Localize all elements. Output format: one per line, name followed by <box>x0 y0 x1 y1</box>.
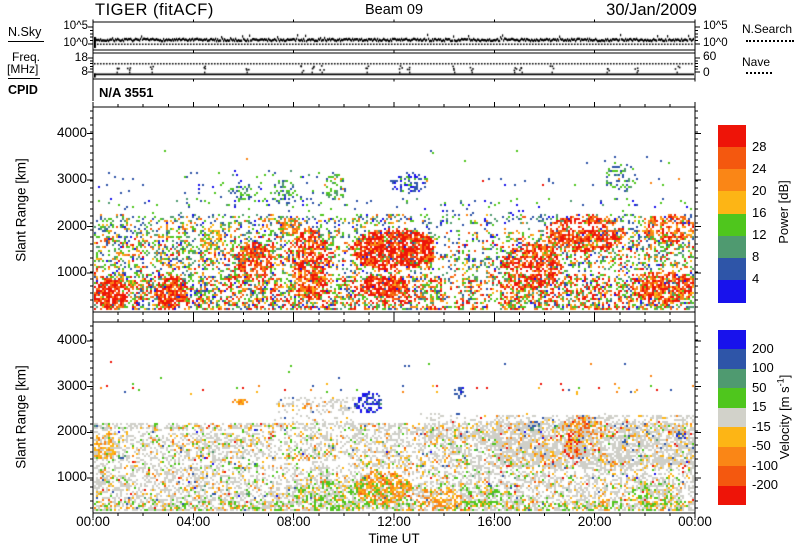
nave-ytick-0: 0 <box>703 65 710 79</box>
freq-solid-legend-line <box>8 78 40 79</box>
power-heatmap-canvas <box>94 108 694 311</box>
colorbar-tick-label: -200 <box>752 477 779 493</box>
colorbar-segment <box>718 279 746 303</box>
colorbar-tick-label: -100 <box>752 457 779 473</box>
colorbar-segment <box>718 485 746 506</box>
colorbar-segment <box>718 388 746 409</box>
colorbar-segment <box>718 446 746 467</box>
range-tick-label: 1000 <box>56 264 87 279</box>
nsky-ytick-top: 10^5 <box>63 20 88 32</box>
nave-dotted-legend-line <box>746 72 772 74</box>
time-tick-label: 16:00 <box>477 514 512 529</box>
velocity-heatmap-canvas <box>94 323 694 512</box>
colorbar-segment <box>718 330 746 350</box>
colorbar-segment <box>718 147 746 170</box>
range-tick-label: 1000 <box>56 469 87 484</box>
freq-ytick-18: 18 <box>74 50 88 64</box>
nsearch-ytick-top: 10^5 <box>703 20 728 32</box>
power-colorbar-title: Power [dB] <box>775 180 791 244</box>
colorbar-tick-label: 24 <box>752 160 767 176</box>
time-tick-label: 04:00 <box>176 514 211 529</box>
colorbar-tick-label: -50 <box>752 438 771 454</box>
time-tick-label: 00:00 <box>76 514 110 529</box>
range-tick-label: 3000 <box>56 377 87 393</box>
colorbar-tick-label: 12 <box>752 227 767 243</box>
colorbar-segment <box>718 235 746 259</box>
colorbar-segment <box>718 213 746 237</box>
colorbar-tick-label: 4 <box>752 271 760 287</box>
colorbar-segment <box>718 169 746 192</box>
nave-ytick-60: 60 <box>703 49 717 63</box>
colorbar-segment <box>718 349 746 370</box>
time-tick-label: 12:00 <box>377 514 411 529</box>
nsky-ytick-bottom: 10^0 <box>63 37 88 49</box>
colorbar-tick-label: 8 <box>752 249 760 265</box>
nsearch-legend: N.Search <box>742 22 793 36</box>
colorbar-tick-label: 16 <box>752 205 767 220</box>
colorbar-segment <box>718 257 746 281</box>
time-axis-label: Time UT <box>368 531 420 546</box>
colorbar-segment <box>718 427 746 448</box>
slant-range-label-power: Slant Range [km] <box>13 158 29 262</box>
colorbar-segment <box>718 407 746 428</box>
nsky-solid-legend-line <box>8 41 44 42</box>
colorbar-tick-label: -15 <box>752 418 771 434</box>
velocity-colorbar-title: Velocity [m s-1] <box>775 374 793 460</box>
date-label: 30/Jan/2009 <box>606 1 697 19</box>
time-tick-label: 00:00 <box>678 514 712 529</box>
nsky-label: N.Sky <box>8 25 42 39</box>
colorbar-segment <box>718 368 746 389</box>
beam-label: Beam 09 <box>364 2 424 18</box>
colorbar-tick-label: 15 <box>752 399 767 415</box>
time-tick-label: 20:00 <box>577 514 612 529</box>
cpid-label: CPID <box>8 83 38 97</box>
range-tick-label: 4000 <box>56 124 87 140</box>
colorbar-segment <box>718 191 746 214</box>
noise-trace-canvas <box>94 23 694 49</box>
colorbar-segment <box>718 125 746 148</box>
nsearch-dotted-legend-line <box>746 40 794 42</box>
colorbar-tick-label: 50 <box>752 379 767 395</box>
colorbar-tick-label: 100 <box>752 360 774 376</box>
slant-range-label-velocity: Slant Range [km] <box>13 365 29 469</box>
radar-title: TIGER (fitACF) <box>95 1 214 19</box>
colorbar-tick-label: 28 <box>752 138 767 154</box>
colorbar-tick-label: 200 <box>752 340 774 356</box>
range-tick-label: 2000 <box>56 217 87 233</box>
time-tick-label: 08:00 <box>276 514 311 529</box>
nsearch-ytick-bottom: 10^0 <box>703 37 728 49</box>
mhz-label: [MHz] <box>7 62 39 76</box>
nave-legend: Nave <box>742 55 771 69</box>
freq-ytick-8: 8 <box>81 64 88 78</box>
range-tick-label: 4000 <box>56 331 87 347</box>
velocity-colorbar <box>718 330 746 506</box>
colorbar-segment <box>718 466 746 487</box>
cpid-value: N/A 3551 <box>99 85 154 100</box>
range-tick-label: 3000 <box>56 171 87 186</box>
colorbar-tick-label: 20 <box>752 182 767 198</box>
freq-trace-canvas <box>94 54 694 78</box>
freq-label: Freq. <box>12 50 41 64</box>
range-tick-label: 2000 <box>56 423 87 439</box>
power-colorbar <box>718 125 746 303</box>
